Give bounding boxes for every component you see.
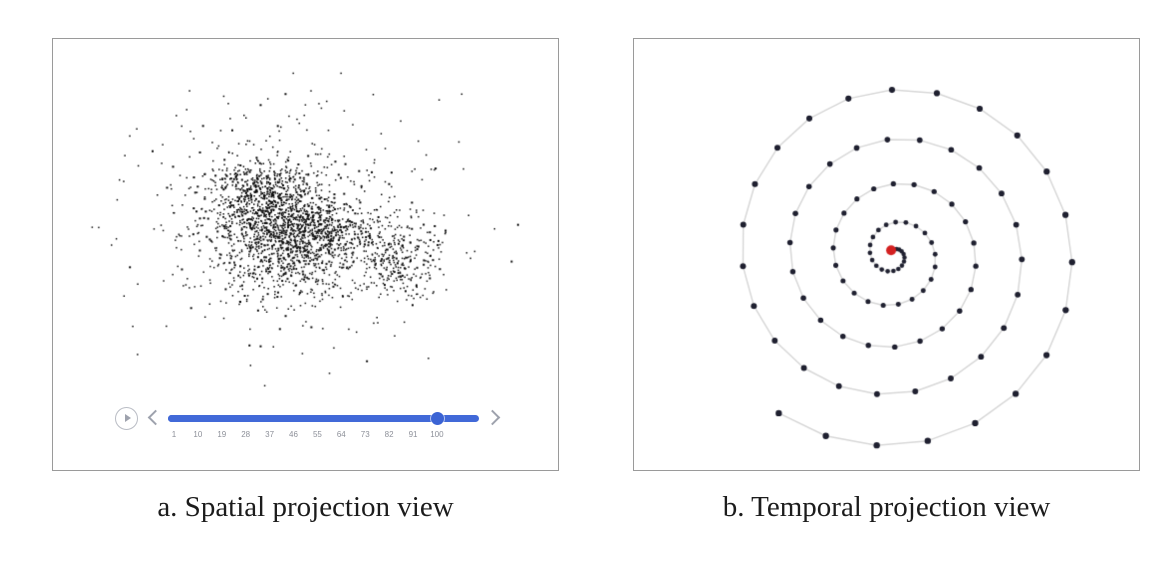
slider-tick-28: 28 [241,430,251,439]
slider-track-wrap[interactable] [168,408,479,428]
timestep-slider-widget[interactable]: 1 10 19 28 37 46 55 64 73 82 91 100 [115,401,500,463]
play-button[interactable] [115,406,138,430]
caption-temporal-projection: b. Temporal projection view [722,491,1051,523]
temporal-projection-panel [633,38,1140,471]
spatial-scatter-plot[interactable] [53,39,558,470]
slider-thumb[interactable] [430,411,444,425]
slider-tick-91: 91 [408,430,418,439]
chevron-left-icon[interactable] [147,408,161,428]
slider-controls-row [115,401,500,435]
slider-tick-labels: 1 10 19 28 37 46 55 64 73 82 91 100 [162,429,449,445]
spatial-projection-panel: 1 10 19 28 37 46 55 64 73 82 91 100 [52,38,559,471]
slider-tick-73: 73 [360,430,370,439]
slider-tick-10: 10 [193,430,203,439]
slider-fill [168,414,437,422]
slider-tick-55: 55 [312,430,322,439]
chevron-right-icon[interactable] [486,408,500,428]
caption-spatial-projection: a. Spatial projection view [157,491,454,523]
play-icon [124,414,131,422]
slider-tick-1: 1 [171,430,177,439]
slider-tick-46: 46 [289,430,298,439]
slider-tick-82: 82 [384,430,394,439]
slider-tick-19: 19 [217,430,227,439]
slider-tick-37: 37 [265,430,275,439]
slider-tick-64: 64 [336,430,346,439]
temporal-spiral-plot[interactable] [634,39,1139,470]
slider-tick-100: 100 [430,430,444,439]
